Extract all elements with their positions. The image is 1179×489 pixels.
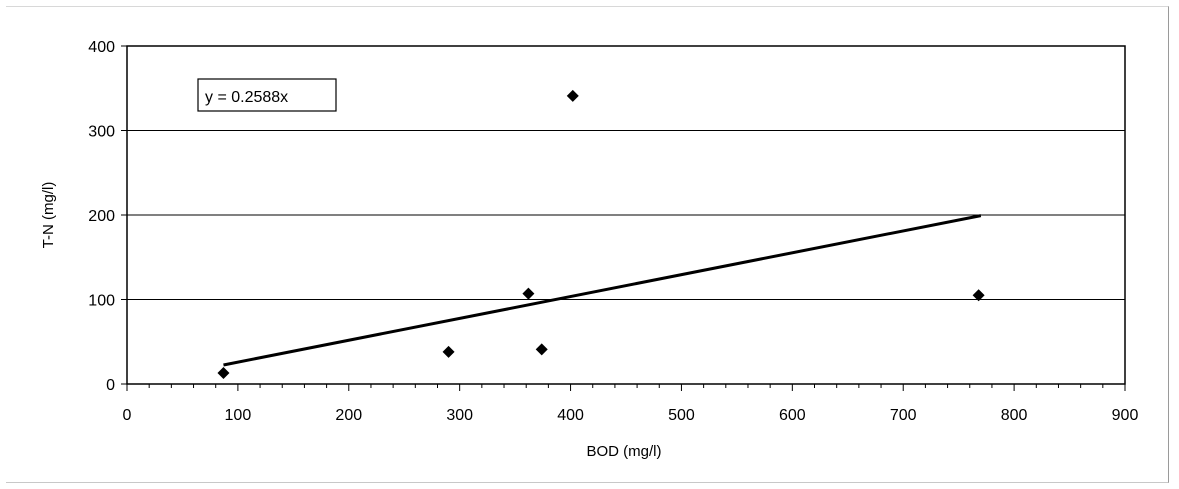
x-tick-label-700: 700 bbox=[890, 407, 917, 424]
y-tick-label-400: 400 bbox=[88, 39, 115, 56]
x-tick-label-800: 800 bbox=[1001, 407, 1028, 424]
y-tick-label-200: 200 bbox=[88, 208, 115, 225]
x-tick-label-600: 600 bbox=[779, 407, 806, 424]
x-tick-label-100: 100 bbox=[225, 407, 252, 424]
data-point-3 bbox=[522, 287, 535, 300]
data-points bbox=[217, 89, 985, 380]
y-axis-title: T-N (mg/l) bbox=[40, 182, 57, 249]
y-tick-label-0: 0 bbox=[106, 377, 115, 394]
chart-frame bbox=[6, 6, 1169, 483]
x-tick-label-500: 500 bbox=[668, 407, 695, 424]
x-tick-label-900: 900 bbox=[1112, 407, 1139, 424]
trendline bbox=[223, 214, 982, 367]
x-tick-label-200: 200 bbox=[335, 407, 362, 424]
x-tick-label-0: 0 bbox=[123, 407, 132, 424]
trendline-equation: y = 0.2588x bbox=[205, 89, 288, 106]
trendline-equation-box: y = 0.2588x bbox=[197, 78, 337, 112]
x-tick-label-400: 400 bbox=[557, 407, 584, 424]
gridlines bbox=[127, 130, 1125, 300]
x-axis-title: BOD (mg/l) bbox=[587, 443, 662, 460]
axis-ticks: 0 100 200 300 400 0 100 200 300 400 500 600 700 800 90… bbox=[88, 39, 1138, 424]
x-tick-label-300: 300 bbox=[446, 407, 473, 424]
data-point-5 bbox=[566, 89, 579, 102]
data-point-6 bbox=[972, 289, 985, 302]
y-tick-label-100: 100 bbox=[88, 293, 115, 310]
data-point-2 bbox=[442, 345, 455, 358]
data-point-1 bbox=[217, 367, 230, 380]
y-tick-label-300: 300 bbox=[88, 124, 115, 141]
trendline-layer bbox=[223, 214, 982, 367]
data-point-4 bbox=[535, 343, 548, 356]
